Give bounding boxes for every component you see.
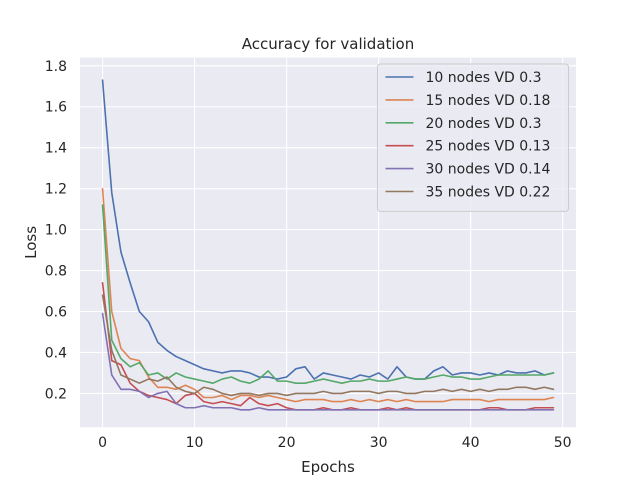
series-line-1 [101,79,555,380]
legend-label: 10 nodes VD 0.3 [426,70,542,86]
y-axis-title: Loss [22,226,40,259]
x-tick-label: 20 [278,435,296,451]
legend-label: 30 nodes VD 0.14 [426,162,551,178]
legend-label: 15 nodes VD 0.18 [426,93,551,109]
series-line-6 [101,294,555,397]
x-tick-label: 30 [370,435,388,451]
x-tick-label: 40 [462,435,480,451]
legend: 10 nodes VD 0.3 15 nodes VD 0.18 20 nodes … [377,63,569,212]
y-tick-label: 1.4 [45,141,67,157]
y-tick-label: 1.6 [45,100,67,116]
x-axis-ticks: 0 10 20 30 40 50 [98,435,571,451]
y-tick-label: 0.8 [45,264,67,280]
y-tick-label: 1.2 [45,182,67,198]
y-tick-label: 1.0 [45,223,67,239]
x-tick-label: 50 [554,435,572,451]
legend-label: 35 nodes VD 0.22 [426,185,551,201]
x-tick-label: 0 [98,435,107,451]
x-axis-title: Epochs [301,458,355,476]
chart-title: Accuracy for validation [242,35,415,53]
series-line-5 [101,312,555,411]
y-axis-ticks: 0.2 0.4 0.6 0.8 1.0 1.2 1.4 1.6 1.8 [45,59,67,403]
y-tick-label: 0.6 [45,305,67,321]
y-tick-label: 0.4 [45,345,67,361]
legend-label: 25 nodes VD 0.13 [426,139,551,155]
y-tick-label: 0.2 [45,386,67,402]
legend-label: 20 nodes VD 0.3 [426,116,542,132]
y-tick-label: 1.8 [45,59,67,75]
series-lines [101,79,555,411]
legend-box [377,63,569,212]
series-line-3 [101,204,555,384]
x-tick-label: 10 [186,435,204,451]
